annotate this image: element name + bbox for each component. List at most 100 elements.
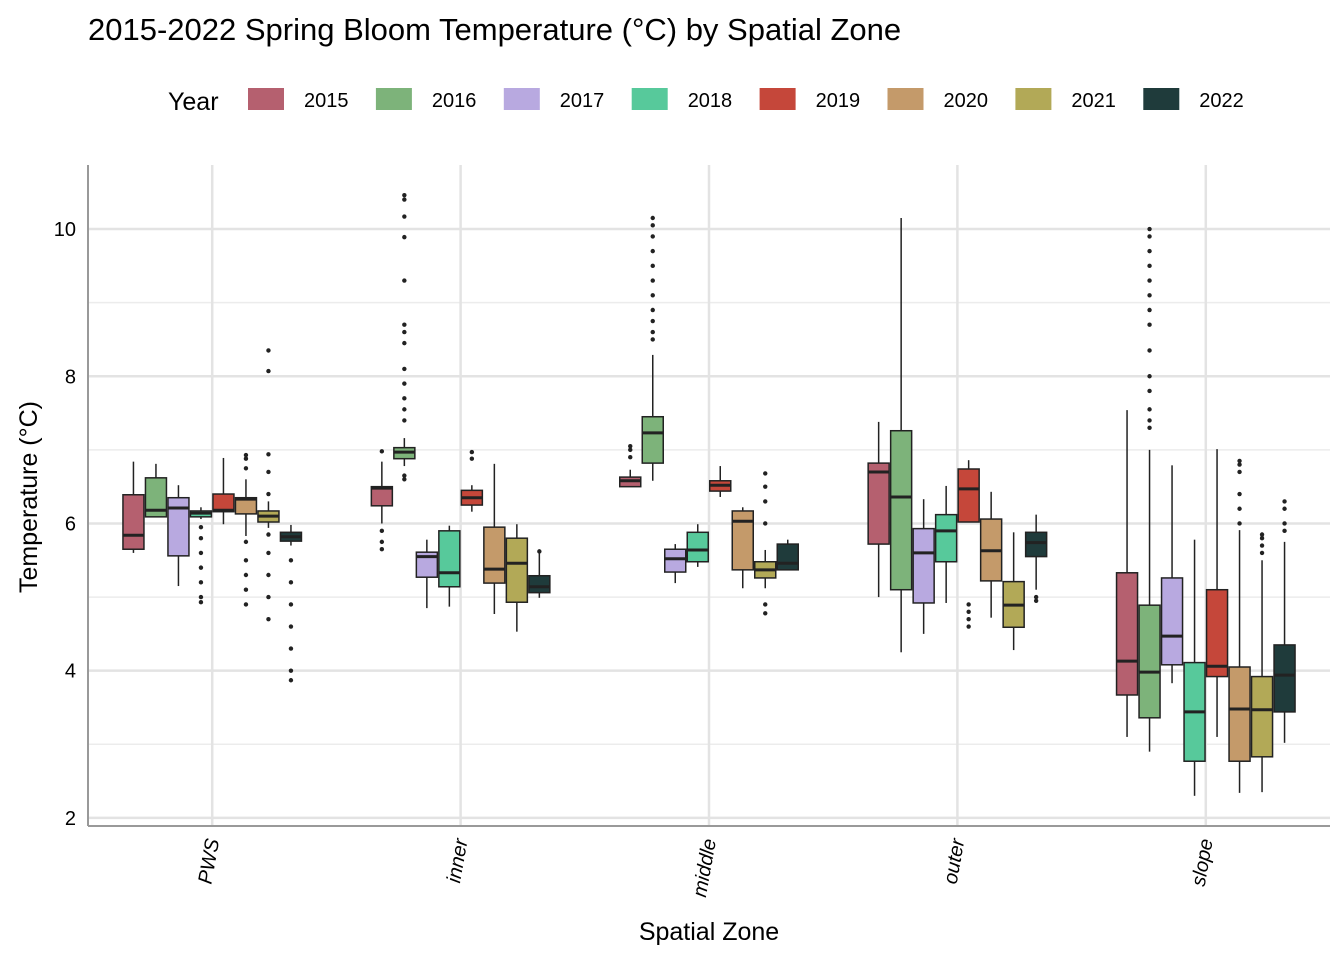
outlier xyxy=(288,646,294,651)
box xyxy=(867,462,890,545)
box-group xyxy=(167,485,190,587)
box xyxy=(1205,588,1229,678)
outlier xyxy=(650,215,655,221)
box-group xyxy=(912,499,935,634)
box-group xyxy=(1115,410,1139,737)
box-group xyxy=(393,192,416,482)
outlier xyxy=(402,192,407,198)
legend-label: 2018 xyxy=(688,90,733,112)
outlier xyxy=(402,407,407,412)
outlier xyxy=(1237,469,1242,475)
outlier xyxy=(266,594,271,600)
box-group xyxy=(505,524,529,632)
outlier xyxy=(1147,418,1152,423)
legend-key xyxy=(248,88,284,110)
box-group xyxy=(619,443,642,488)
legend-key xyxy=(759,88,796,110)
box-group xyxy=(1205,449,1229,737)
box-group xyxy=(370,449,394,552)
box-group xyxy=(686,524,709,567)
box-group xyxy=(189,507,213,605)
outlier xyxy=(966,602,971,607)
legend-label: 2022 xyxy=(1199,90,1244,112)
box-group xyxy=(122,461,145,553)
box-group xyxy=(415,539,439,609)
outlier xyxy=(198,580,204,585)
outlier xyxy=(243,466,249,471)
box xyxy=(144,477,168,518)
outlier xyxy=(288,580,294,585)
outlier xyxy=(402,473,407,478)
legend-label: 2020 xyxy=(944,90,989,112)
outlier xyxy=(628,443,633,449)
legend-key xyxy=(1015,88,1052,110)
outlier xyxy=(266,550,271,556)
outlier xyxy=(379,547,385,552)
box-group xyxy=(234,452,258,607)
box-group xyxy=(279,524,303,683)
outlier xyxy=(469,456,475,461)
outlier xyxy=(1147,293,1152,298)
y-tick-label: 8 xyxy=(65,366,76,388)
box xyxy=(1024,531,1048,558)
outlier xyxy=(1259,550,1265,556)
outlier xyxy=(1237,491,1242,497)
outlier xyxy=(763,521,768,526)
outlier xyxy=(266,572,271,578)
box xyxy=(686,531,709,563)
box xyxy=(731,510,754,571)
outlier xyxy=(1147,388,1152,394)
box xyxy=(483,526,506,584)
outlier xyxy=(650,223,655,228)
outlier xyxy=(1282,528,1287,534)
outlier xyxy=(266,491,271,497)
box xyxy=(505,537,529,603)
y-tick-label: 2 xyxy=(65,808,76,830)
box-group xyxy=(1183,539,1206,796)
outlier xyxy=(1147,348,1152,353)
box xyxy=(934,513,958,563)
chart-title: 2015-2022 Spring Bloom Temperature (°C) … xyxy=(88,12,901,47)
box xyxy=(641,415,664,464)
outlier xyxy=(402,366,407,372)
box-group xyxy=(1160,465,1184,684)
plot xyxy=(122,192,1296,796)
outlier xyxy=(1237,458,1242,464)
outlier xyxy=(1033,594,1039,600)
outlier xyxy=(402,197,407,202)
box-group xyxy=(754,471,777,616)
outlier xyxy=(1147,234,1152,239)
box-group xyxy=(212,457,235,525)
outlier xyxy=(198,524,204,530)
outlier xyxy=(266,348,271,353)
legend-label: 2016 xyxy=(432,90,477,112)
box-group xyxy=(664,544,687,584)
outlier xyxy=(1147,407,1152,412)
box xyxy=(664,548,687,573)
legend-label: 2017 xyxy=(560,90,605,112)
outlier xyxy=(402,214,407,219)
outlier xyxy=(402,418,407,423)
box xyxy=(122,494,145,550)
box xyxy=(528,574,551,594)
outlier xyxy=(1033,598,1039,603)
outlier xyxy=(650,234,655,239)
legend-key xyxy=(887,88,924,110)
box-group xyxy=(1024,514,1048,603)
outlier xyxy=(402,322,407,327)
outlier xyxy=(1147,374,1152,379)
outlier xyxy=(469,449,475,455)
legend-key xyxy=(631,88,668,110)
outlier xyxy=(1259,535,1265,541)
y-axis-title: Temperature (°C) xyxy=(15,401,43,593)
outlier xyxy=(1237,506,1242,511)
outlier xyxy=(763,484,768,489)
outlier xyxy=(379,539,385,545)
legend-key xyxy=(375,88,412,110)
outlier xyxy=(288,558,294,563)
box-group xyxy=(1250,532,1274,793)
outlier xyxy=(379,528,385,534)
outlier xyxy=(288,668,294,673)
legend-label: 2015 xyxy=(304,90,349,112)
outlier xyxy=(402,234,407,240)
